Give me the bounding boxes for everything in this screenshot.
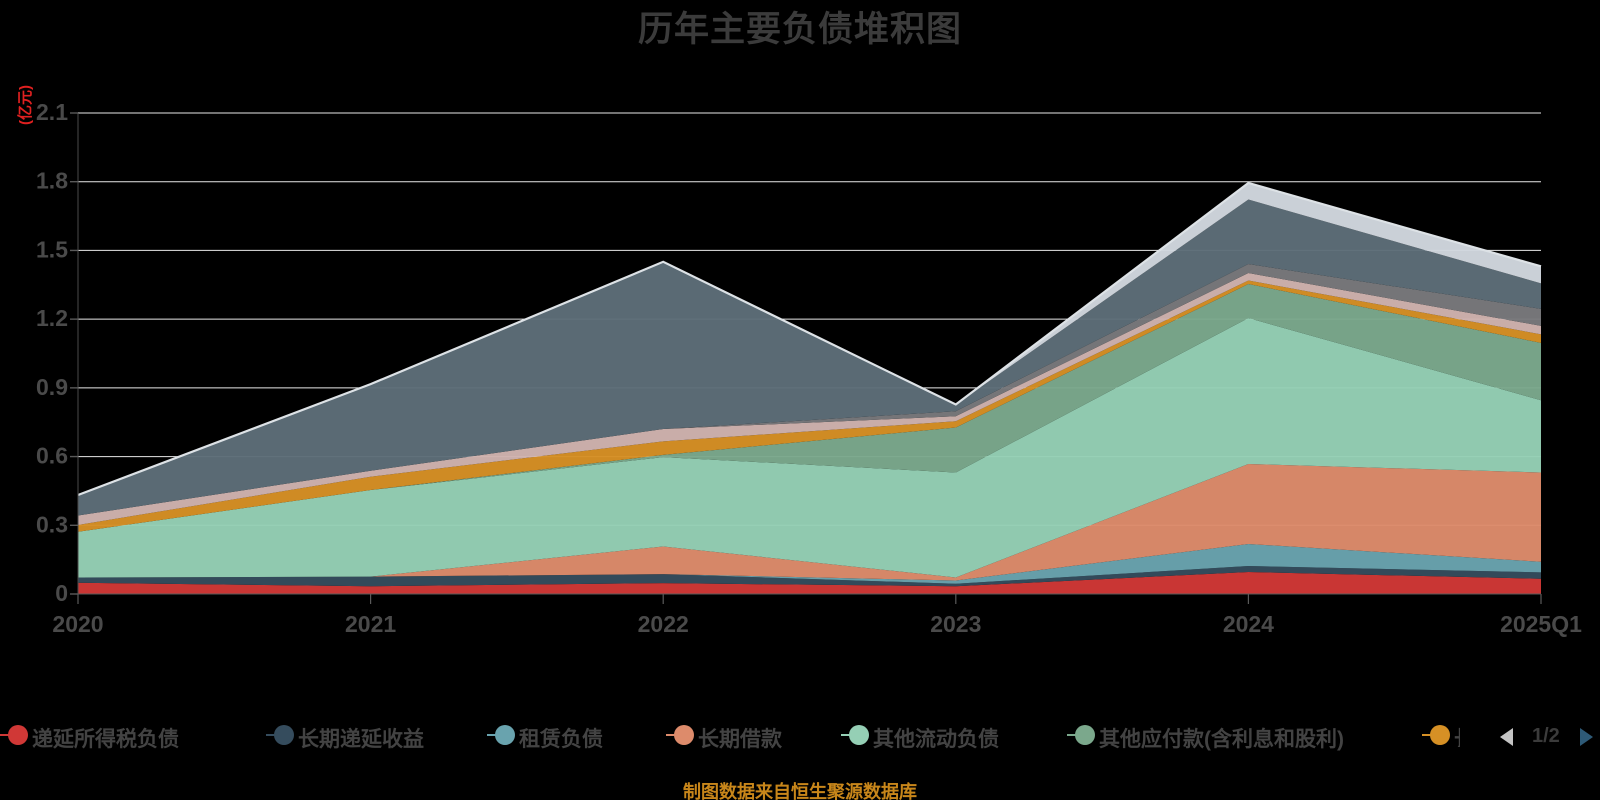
- svg-text:2020: 2020: [52, 611, 103, 637]
- svg-text:0.9: 0.9: [36, 374, 68, 400]
- svg-text:2023: 2023: [930, 611, 981, 637]
- svg-text:1.5: 1.5: [36, 236, 68, 262]
- svg-text:2025Q1: 2025Q1: [1500, 611, 1582, 637]
- svg-text:0.3: 0.3: [36, 511, 68, 537]
- svg-text:1.8: 1.8: [36, 168, 68, 194]
- svg-text:1.2: 1.2: [36, 305, 68, 331]
- svg-text:2024: 2024: [1223, 611, 1274, 637]
- svg-text:0: 0: [55, 580, 68, 606]
- svg-text:0.6: 0.6: [36, 443, 68, 469]
- svg-text:2.1: 2.1: [36, 99, 68, 125]
- svg-text:2021: 2021: [345, 611, 396, 637]
- svg-text:2022: 2022: [638, 611, 689, 637]
